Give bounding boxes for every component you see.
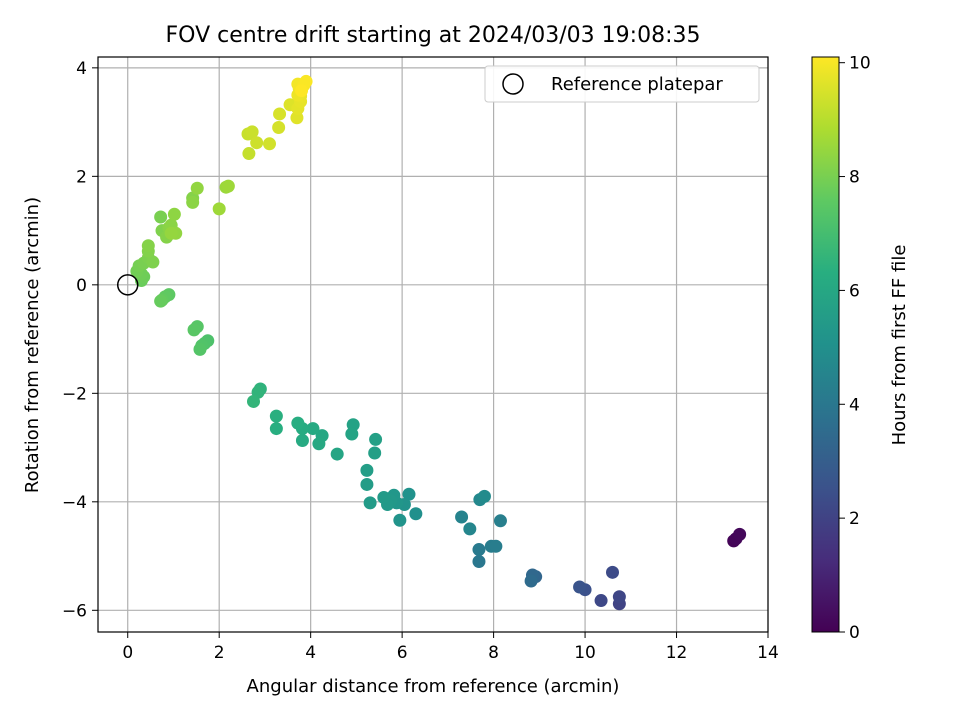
data-point <box>345 427 359 441</box>
reference-platepar-marker <box>116 274 139 296</box>
x-tick-label: 2 <box>214 643 225 663</box>
legend-marker <box>502 73 524 95</box>
colorbar-tick-label: 0 <box>849 623 860 643</box>
data-point <box>291 416 305 430</box>
x-tick-label: 0 <box>122 643 133 663</box>
legend-label: Reference platepar <box>551 74 723 95</box>
data-point <box>477 489 491 503</box>
axis-ticks: 0 2 4 6 8 10 12 14 −6 −4 −2 0 2 4 <box>62 59 779 663</box>
data-point <box>141 239 155 253</box>
x-tick-label: 12 <box>666 643 688 663</box>
data-point <box>190 181 204 195</box>
data-point <box>154 210 168 224</box>
data-point <box>295 84 309 98</box>
data-point <box>594 594 608 608</box>
data-point <box>369 432 383 446</box>
data-point <box>250 136 264 150</box>
data-point <box>489 539 503 553</box>
data-point <box>363 496 377 510</box>
data-point <box>472 543 486 557</box>
y-tick-label: −6 <box>62 601 87 621</box>
colorbar-tick-label: 4 <box>849 395 860 415</box>
data-point <box>409 507 423 521</box>
data-point <box>393 513 407 527</box>
chart-title: FOV centre drift starting at 2024/03/03 … <box>166 23 701 48</box>
y-tick-label: −2 <box>62 384 87 404</box>
colorbar-tick-label: 6 <box>849 281 860 301</box>
y-tick-label: 2 <box>76 167 87 187</box>
data-point <box>146 255 160 269</box>
x-tick-label: 8 <box>488 643 499 663</box>
data-point <box>463 522 477 536</box>
colorbar-ticks: 0 2 4 6 8 10 <box>839 54 871 643</box>
x-axis-label: Angular distance from reference (arcmin) <box>247 676 620 697</box>
data-point <box>524 574 538 588</box>
data-point <box>269 422 283 436</box>
data-point <box>606 565 620 579</box>
legend-box <box>484 65 760 103</box>
colorbar-tick-label: 8 <box>849 168 860 188</box>
y-tick-label: 4 <box>76 59 87 79</box>
legend: Reference platepar <box>484 65 760 103</box>
data-point <box>612 590 626 604</box>
data-point <box>306 422 320 436</box>
data-point <box>733 527 747 541</box>
data-point <box>269 409 283 423</box>
data-point <box>272 121 286 135</box>
x-tick-label: 10 <box>574 643 596 663</box>
data-point <box>154 294 168 308</box>
data-point <box>263 137 277 151</box>
data-point <box>368 446 382 460</box>
data-point <box>164 226 178 240</box>
data-point <box>245 125 259 139</box>
colorbar-label: Hours from first FF file <box>889 245 910 446</box>
data-point <box>193 342 207 356</box>
y-axis-label: Rotation from reference (arcmin) <box>22 197 43 493</box>
data-point <box>212 202 226 216</box>
y-tick-label: −4 <box>62 493 87 513</box>
data-point <box>360 463 374 477</box>
data-point <box>312 437 326 451</box>
data-point <box>167 207 181 221</box>
colorbar-tick-label: 10 <box>849 54 871 74</box>
x-tick-label: 6 <box>397 643 408 663</box>
data-point <box>455 510 469 524</box>
data-point <box>186 195 200 209</box>
x-tick-label: 14 <box>757 643 779 663</box>
data-point <box>402 487 416 501</box>
data-point <box>221 179 235 193</box>
y-tick-label: 0 <box>76 276 87 296</box>
data-point <box>273 107 287 121</box>
x-tick-label: 4 <box>305 643 316 663</box>
plot-frame <box>97 56 769 633</box>
data-point <box>242 147 256 161</box>
data-point <box>573 580 587 594</box>
data-point <box>246 394 260 408</box>
colorbar <box>811 56 840 633</box>
data-point <box>295 434 309 448</box>
data-point <box>377 490 391 504</box>
colorbar-tick-label: 2 <box>849 509 860 529</box>
data-point <box>493 514 507 528</box>
data-point <box>330 447 344 461</box>
data-point <box>472 554 486 568</box>
data-points <box>130 74 747 611</box>
data-point <box>187 323 201 337</box>
data-point <box>360 477 374 491</box>
